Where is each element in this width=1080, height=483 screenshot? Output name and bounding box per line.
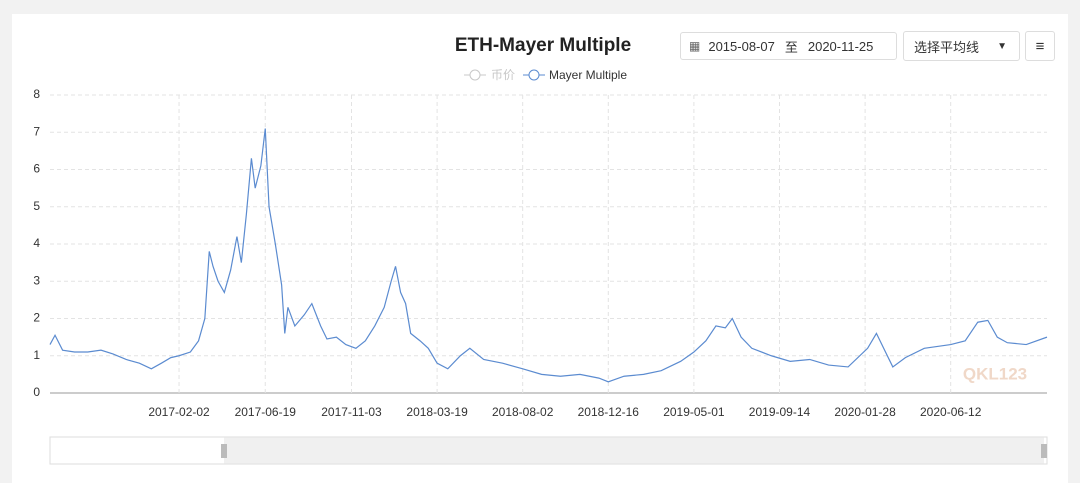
legend-item[interactable]: 币价	[464, 68, 515, 82]
legend-icon	[469, 69, 481, 81]
calendar-icon: ▦	[689, 39, 701, 53]
watermark: QKL123	[963, 364, 1027, 383]
x-tick-label: 2017-11-03	[321, 405, 382, 419]
y-tick-label: 4	[33, 236, 40, 250]
x-tick-label: 2018-12-16	[578, 405, 640, 419]
y-tick-label: 6	[33, 162, 40, 176]
legend-label: 币价	[491, 68, 515, 82]
y-tick-label: 1	[33, 348, 40, 362]
average-select[interactable]: 选择平均线 ▼	[903, 31, 1020, 61]
card	[12, 14, 1068, 483]
x-tick-label: 2017-06-19	[235, 405, 297, 419]
x-tick-label: 2019-05-01	[663, 405, 725, 419]
end-date: 2020-11-25	[807, 38, 874, 54]
zoom-handle[interactable]	[221, 444, 227, 458]
zoom-handle[interactable]	[1041, 444, 1047, 458]
caret: ▼	[997, 40, 1007, 52]
x-tick-label: 2018-03-19	[406, 405, 468, 419]
y-tick-label: 3	[33, 273, 40, 287]
date-range[interactable]: ▦ 2015-08-07 至 2020-11-25	[680, 32, 897, 60]
y-tick-label: 2	[33, 311, 40, 325]
menu-button[interactable]: ≡	[1025, 31, 1055, 61]
y-tick-label: 7	[33, 124, 40, 138]
y-tick-label: 0	[33, 385, 40, 399]
line-series	[49, 128, 1048, 383]
y-tick-label: 8	[33, 87, 40, 101]
range-separator: 至	[784, 39, 798, 55]
legend-label: Mayer Multiple	[549, 68, 627, 82]
select-label: 选择平均线	[914, 39, 980, 55]
x-tick-label: 2018-08-02	[492, 405, 554, 419]
y-tick-label: 5	[33, 199, 40, 213]
start-date: 2015-08-07	[708, 38, 775, 54]
legend-item[interactable]: Mayer Multiple	[523, 68, 627, 82]
x-tick-label: 2017-02-02	[148, 405, 210, 419]
x-tick-label: 2020-01-28	[834, 405, 896, 419]
x-tick-label: 2020-06-12	[920, 405, 982, 419]
legend-icon	[528, 69, 540, 81]
x-tick-label: 2019-09-14	[749, 405, 811, 419]
zoom-window[interactable]	[224, 437, 1044, 464]
chart-title: ETH-Mayer Multiple	[455, 35, 631, 56]
